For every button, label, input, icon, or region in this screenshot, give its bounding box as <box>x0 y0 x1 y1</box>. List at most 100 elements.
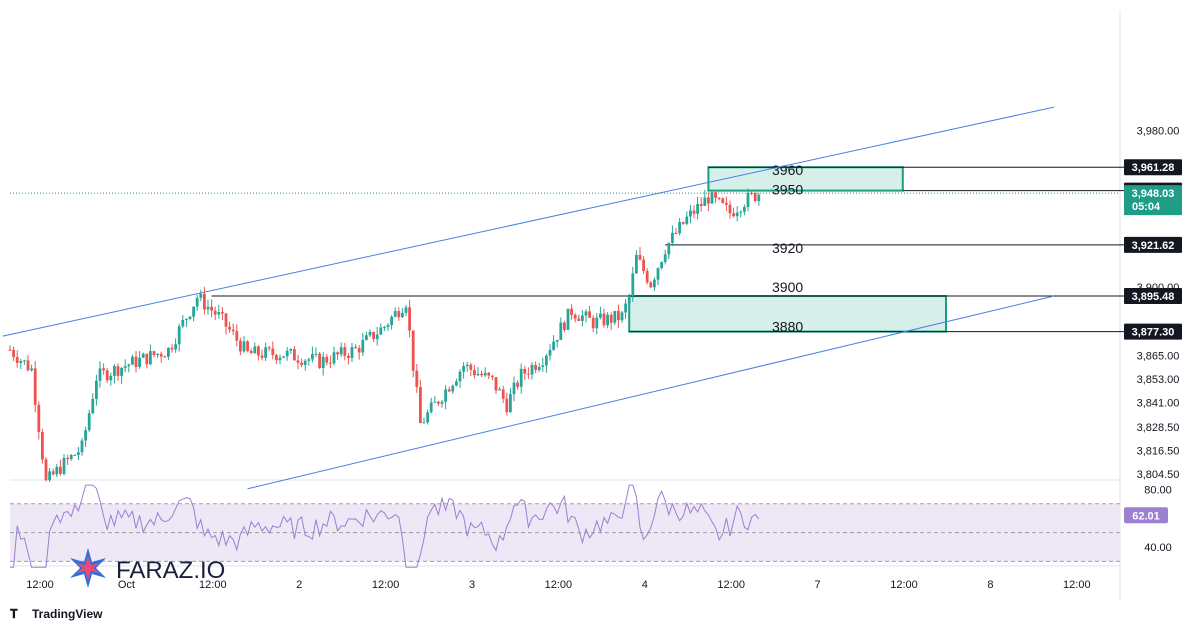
candle-body-174[interactable] <box>635 254 638 274</box>
candle-body-196[interactable] <box>714 192 717 198</box>
candle-body-111[interactable] <box>408 307 411 331</box>
candle-body-142[interactable] <box>519 368 523 387</box>
candle-body-138[interactable] <box>505 398 509 413</box>
candle-body-127[interactable] <box>465 364 469 367</box>
candle-body-63[interactable] <box>235 331 239 341</box>
candle-body-133[interactable] <box>487 372 491 376</box>
candle-body-42[interactable] <box>159 353 163 357</box>
candle-body-64[interactable] <box>239 340 242 352</box>
candle-body-144[interactable] <box>527 373 530 375</box>
candle-body-53[interactable] <box>199 293 203 298</box>
candle-body-106[interactable] <box>390 316 393 326</box>
candle-body-104[interactable] <box>383 326 386 328</box>
candle-body-112[interactable] <box>411 330 415 371</box>
candle-body-200[interactable] <box>728 204 732 214</box>
candle-body-10[interactable] <box>44 459 48 481</box>
candle-body-91[interactable] <box>336 352 339 355</box>
candle-body-105[interactable] <box>386 325 390 327</box>
candle-body-60[interactable] <box>224 313 228 327</box>
candle-body-69[interactable] <box>257 346 260 356</box>
candle-body-6[interactable] <box>30 368 33 371</box>
candle-body-68[interactable] <box>253 346 257 354</box>
candle-body-40[interactable] <box>152 351 156 356</box>
candle-body-186[interactable] <box>678 222 681 234</box>
candle-body-48[interactable] <box>181 319 185 327</box>
candle-body-166[interactable] <box>606 314 609 326</box>
candle-body-51[interactable] <box>192 306 195 317</box>
candle-body-135[interactable] <box>494 377 498 391</box>
candle-body-88[interactable] <box>325 356 329 363</box>
candle-body-35[interactable] <box>134 356 138 367</box>
candle-body-13[interactable] <box>55 466 59 475</box>
candle-body-117[interactable] <box>429 402 433 413</box>
candle-body-118[interactable] <box>433 401 437 403</box>
candle-body-202[interactable] <box>735 212 739 217</box>
channel-upper-line[interactable] <box>2 106 1055 337</box>
candle-body-31[interactable] <box>120 367 123 377</box>
candle-body-75[interactable] <box>278 357 282 361</box>
channel-lower-line[interactable] <box>247 295 1055 490</box>
candle-body-99[interactable] <box>365 335 368 340</box>
candle-body-153[interactable] <box>559 322 563 340</box>
candle-body-52[interactable] <box>195 297 199 307</box>
candle-body-74[interactable] <box>275 355 278 361</box>
candle-body-39[interactable] <box>149 351 152 365</box>
candle-body-154[interactable] <box>563 322 566 330</box>
candle-body-180[interactable] <box>656 268 660 280</box>
candle-body-25[interactable] <box>98 368 102 381</box>
candle-body-32[interactable] <box>123 366 127 368</box>
candle-body-55[interactable] <box>206 306 210 310</box>
candle-body-20[interactable] <box>80 440 84 453</box>
candle-body-58[interactable] <box>217 312 221 315</box>
candle-body-49[interactable] <box>185 318 188 320</box>
candle-body-86[interactable] <box>318 353 321 369</box>
candle-body-134[interactable] <box>491 375 494 378</box>
candle-body-46[interactable] <box>174 344 177 350</box>
candle-body-176[interactable] <box>642 259 645 272</box>
candle-body-15[interactable] <box>62 457 66 474</box>
candle-body-147[interactable] <box>537 366 541 370</box>
candle-body-208[interactable] <box>757 194 761 202</box>
candle-body-169[interactable] <box>617 310 620 321</box>
candle-body-189[interactable] <box>689 210 692 217</box>
price-tag-3,895.48[interactable] <box>1124 288 1182 305</box>
candle-body-103[interactable] <box>379 327 383 335</box>
candle-body-43[interactable] <box>163 356 167 358</box>
candle-body-77[interactable] <box>285 350 289 357</box>
candle-body-124[interactable] <box>455 381 458 386</box>
candle-body-24[interactable] <box>95 380 98 399</box>
candle-body-125[interactable] <box>458 371 462 382</box>
candle-body-2[interactable] <box>15 357 19 363</box>
rsi-line[interactable] <box>10 484 760 568</box>
candle-body-170[interactable] <box>620 312 624 321</box>
candle-body-87[interactable] <box>321 356 325 369</box>
candle-body-120[interactable] <box>440 401 444 404</box>
candle-body-137[interactable] <box>501 389 505 399</box>
candle-body-7[interactable] <box>33 368 37 405</box>
candle-body-204[interactable] <box>743 207 746 212</box>
candle-body-123[interactable] <box>451 385 455 392</box>
candle-body-171[interactable] <box>624 303 627 313</box>
candle-body-89[interactable] <box>329 362 332 364</box>
candle-body-41[interactable] <box>156 353 159 356</box>
candle-body-167[interactable] <box>609 314 613 323</box>
candle-body-164[interactable] <box>599 313 602 318</box>
candle-body-16[interactable] <box>66 457 69 460</box>
candle-body-28[interactable] <box>109 375 113 381</box>
candle-body-183[interactable] <box>667 242 671 255</box>
candle-body-9[interactable] <box>41 432 44 460</box>
candle-body-37[interactable] <box>141 353 145 358</box>
candle-body-197[interactable] <box>717 197 721 199</box>
candle-body-193[interactable] <box>703 197 707 206</box>
candle-body-56[interactable] <box>210 306 213 311</box>
candle-body-17[interactable] <box>69 455 73 460</box>
candle-body-195[interactable] <box>710 192 714 204</box>
candle-body-148[interactable] <box>541 365 545 367</box>
candle-body-76[interactable] <box>282 356 285 358</box>
candle-body-44[interactable] <box>167 347 170 357</box>
candle-body-131[interactable] <box>480 373 483 376</box>
candle-body-126[interactable] <box>462 366 465 372</box>
candle-body-83[interactable] <box>307 359 311 361</box>
candle-body-38[interactable] <box>145 353 149 365</box>
